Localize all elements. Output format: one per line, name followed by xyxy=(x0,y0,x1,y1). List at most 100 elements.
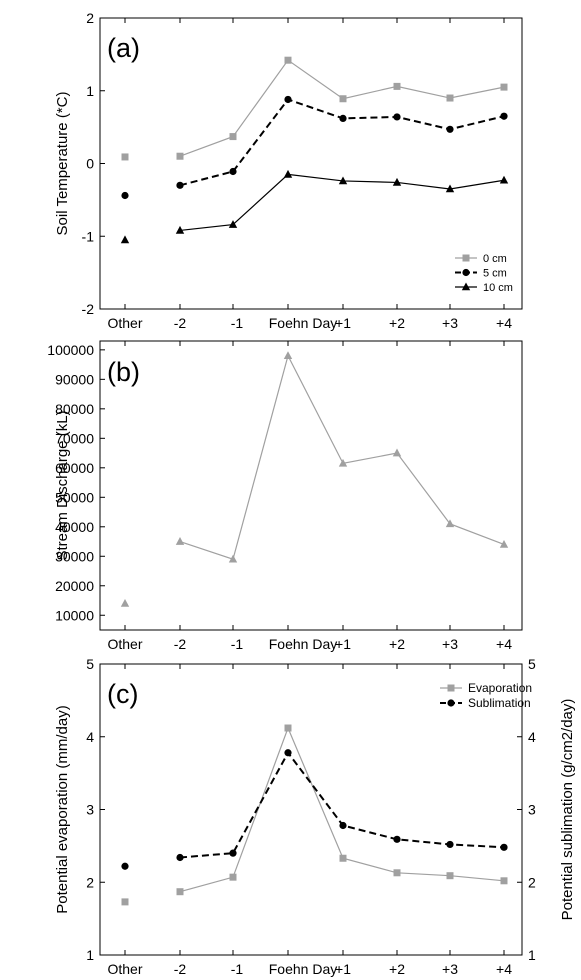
panel-label: (a) xyxy=(107,33,140,63)
legend-label: 5 cm xyxy=(483,268,507,280)
legend-label: Sublimation xyxy=(468,696,531,710)
panel-label: (c) xyxy=(107,679,138,709)
data-point xyxy=(446,872,454,880)
y-tick-label: 50000 xyxy=(55,489,94,505)
x-tick-label: -2 xyxy=(174,315,187,331)
y-tick-label: 80000 xyxy=(55,401,94,417)
x-tick-label: +1 xyxy=(335,961,351,977)
y-tick-label: 0 xyxy=(86,156,94,172)
data-point xyxy=(339,95,347,103)
series-2 xyxy=(120,169,509,244)
x-tick-label: +2 xyxy=(389,961,405,977)
data-point xyxy=(121,191,129,200)
data-point xyxy=(392,448,402,457)
data-point xyxy=(120,235,130,244)
data-point xyxy=(175,537,185,545)
y-tick-label: -2 xyxy=(82,301,95,317)
y-tick-label: 4 xyxy=(86,729,94,745)
x-tick-label: Foehn Day xyxy=(269,636,337,652)
plot-frame xyxy=(99,17,523,310)
y-tick-label: -1 xyxy=(82,228,95,244)
data-point xyxy=(229,873,237,881)
x-tick-label: +3 xyxy=(442,636,458,652)
legend-marker xyxy=(447,699,455,707)
data-point xyxy=(121,898,129,906)
data-point xyxy=(284,724,292,732)
y-tick-label: 2 xyxy=(86,874,94,890)
y-tick-label: 60000 xyxy=(55,460,94,476)
data-point xyxy=(338,176,348,185)
data-point xyxy=(500,112,508,120)
x-tick-label: Other xyxy=(107,315,142,331)
data-point xyxy=(446,840,454,849)
y-right-tick-label: 2 xyxy=(528,874,536,890)
y-tick-label: 5 xyxy=(86,656,94,672)
data-point xyxy=(392,177,402,186)
series-line xyxy=(179,354,505,560)
x-tick-label: +4 xyxy=(496,315,512,331)
x-tick-label: +2 xyxy=(389,315,405,331)
data-point xyxy=(176,853,184,862)
data-point xyxy=(229,849,237,857)
x-tick-label: -2 xyxy=(174,636,187,652)
series-1 xyxy=(121,749,508,870)
y-tick-label: 20000 xyxy=(55,578,94,594)
x-tick-label: Other xyxy=(107,961,142,977)
y-axis-label: Stream Discharge (kL) xyxy=(54,410,71,560)
data-point xyxy=(500,843,508,851)
data-point xyxy=(176,152,184,160)
series-1 xyxy=(121,95,508,200)
data-point xyxy=(339,854,347,862)
y-axis-label: Soil Temperature (*C) xyxy=(54,92,71,236)
y-axis-label: Potential evaporation (mm/day) xyxy=(54,705,71,913)
data-point xyxy=(175,225,185,234)
y-tick-label: 100000 xyxy=(47,342,94,358)
series-line xyxy=(179,750,505,859)
panel-label: (b) xyxy=(107,357,140,387)
y-tick-label: 3 xyxy=(86,802,94,818)
data-point xyxy=(338,458,348,467)
series-line xyxy=(179,59,505,157)
data-point xyxy=(339,821,347,830)
panel-1: (b) 10000 20000 30000 40000 50000 60000 70000 80… xyxy=(47,340,523,652)
x-tick-label: -1 xyxy=(231,315,244,331)
data-point xyxy=(500,877,508,885)
legend-label: 0 cm xyxy=(483,253,507,265)
x-tick-label: -2 xyxy=(174,961,187,977)
data-point xyxy=(339,114,347,122)
plot-frame xyxy=(99,663,523,956)
y-tick-label: 1 xyxy=(86,83,94,99)
data-point xyxy=(121,153,129,161)
x-tick-label: +1 xyxy=(335,315,351,331)
y-tick-label: 40000 xyxy=(55,519,94,535)
y-tick-label: 2 xyxy=(86,10,94,26)
x-tick-label: Foehn Day xyxy=(269,315,337,331)
series-0 xyxy=(121,56,508,161)
y-right-tick-label: 1 xyxy=(528,947,536,963)
data-point xyxy=(228,220,238,228)
data-point xyxy=(500,83,508,91)
data-point xyxy=(393,113,401,121)
data-point xyxy=(283,169,293,178)
data-point xyxy=(229,133,237,141)
data-point xyxy=(446,125,454,133)
x-tick-label: +4 xyxy=(496,961,512,977)
data-point xyxy=(445,184,455,193)
data-point xyxy=(393,835,401,843)
data-point xyxy=(283,351,293,360)
x-tick-label: Other xyxy=(107,636,142,652)
data-point xyxy=(393,869,401,877)
data-point xyxy=(176,181,184,189)
data-point xyxy=(499,539,509,548)
y-right-tick-label: 3 xyxy=(528,802,536,818)
data-point xyxy=(499,175,509,184)
series-0 xyxy=(120,351,509,607)
data-point xyxy=(228,554,238,563)
legend-marker xyxy=(462,268,470,277)
series-0 xyxy=(121,724,508,906)
data-point xyxy=(393,82,401,90)
data-point xyxy=(120,598,130,607)
legend-marker xyxy=(462,254,470,262)
